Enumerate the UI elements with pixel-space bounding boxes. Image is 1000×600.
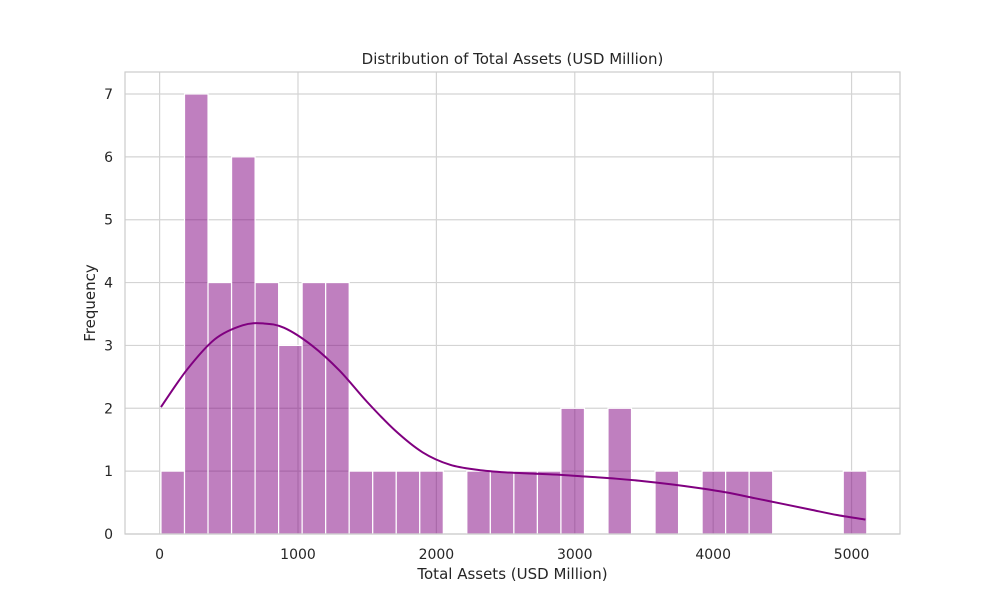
histogram-bar bbox=[513, 470, 539, 535]
histogram-bar bbox=[301, 281, 327, 535]
y-tick-labels: 0 1 2 3 4 5 6 7 bbox=[104, 87, 113, 543]
histogram-bar bbox=[654, 470, 680, 535]
histogram-bar bbox=[207, 281, 233, 535]
histogram-bar bbox=[395, 470, 421, 535]
histogram-bar bbox=[419, 470, 444, 535]
x-tick-label: 5000 bbox=[834, 547, 870, 563]
histogram-bar bbox=[560, 407, 586, 535]
histogram-bar bbox=[842, 470, 868, 535]
chart-title: Distribution of Total Assets (USD Millio… bbox=[362, 50, 664, 68]
x-tick-label: 1000 bbox=[280, 547, 316, 563]
histogram-bar bbox=[372, 470, 397, 535]
y-tick-label: 1 bbox=[104, 464, 113, 480]
histogram-bar bbox=[607, 407, 633, 535]
y-tick-label: 7 bbox=[104, 87, 113, 103]
y-tick-label: 4 bbox=[104, 276, 113, 292]
y-tick-label: 0 bbox=[104, 527, 113, 543]
x-tick-labels: 0 1000 2000 3000 4000 5000 bbox=[155, 547, 869, 563]
y-tick-label: 5 bbox=[104, 213, 113, 229]
x-tick-label: 0 bbox=[155, 547, 164, 563]
histogram-bar bbox=[701, 470, 727, 535]
histogram-bar bbox=[325, 281, 350, 535]
x-tick-label: 4000 bbox=[695, 547, 731, 563]
histogram-bar bbox=[536, 470, 562, 535]
y-tick-label: 6 bbox=[104, 150, 113, 166]
histogram-bar bbox=[278, 344, 303, 535]
x-axis-label: Total Assets (USD Million) bbox=[416, 565, 607, 583]
histogram-bar bbox=[725, 470, 750, 535]
histogram-bar bbox=[160, 470, 186, 535]
x-tick-label: 3000 bbox=[557, 547, 593, 563]
kde-curve bbox=[160, 322, 866, 521]
histogram-bar bbox=[748, 470, 774, 535]
x-tick-label: 2000 bbox=[419, 547, 455, 563]
histogram-bar bbox=[183, 93, 209, 535]
y-tick-label: 2 bbox=[104, 401, 113, 417]
histogram-bar bbox=[348, 470, 374, 535]
histogram-bar bbox=[466, 470, 491, 535]
histogram-bar bbox=[230, 156, 256, 535]
histogram-bars bbox=[160, 93, 868, 535]
histogram-bar bbox=[254, 281, 280, 535]
plot-frame bbox=[124, 71, 901, 535]
y-axis-label: Frequency bbox=[81, 264, 99, 342]
histogram-bar bbox=[489, 470, 515, 535]
y-tick-label: 3 bbox=[104, 338, 113, 354]
